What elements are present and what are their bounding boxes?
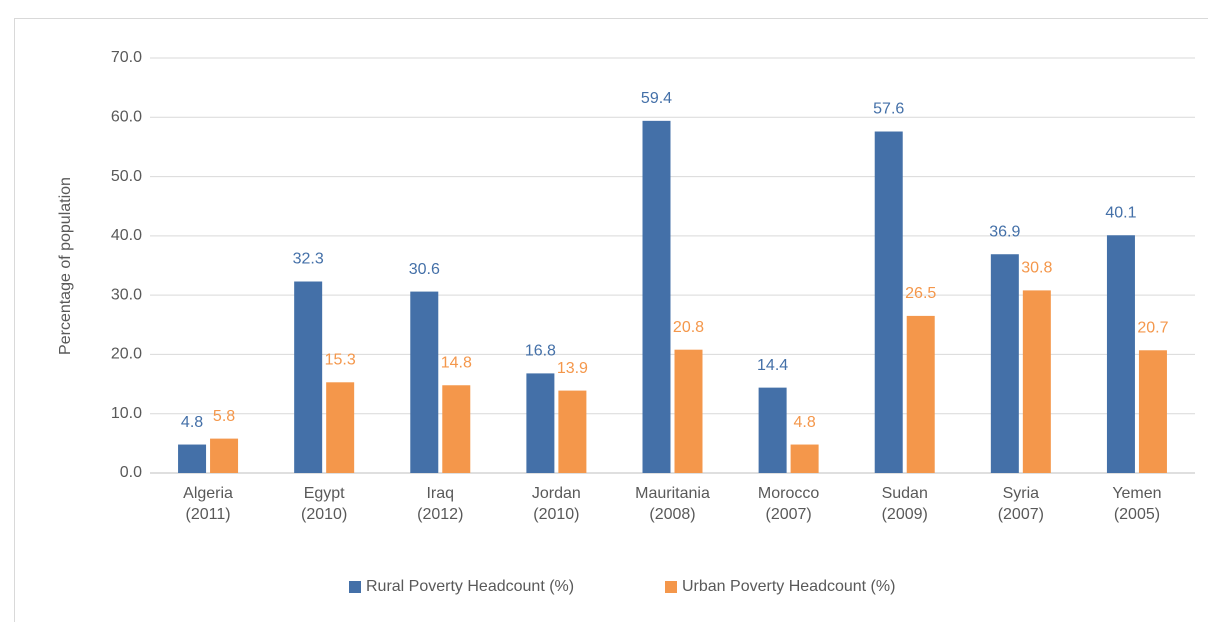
data-label: 15.3 [325, 352, 356, 369]
data-label: 4.8 [793, 414, 815, 431]
data-label: 32.3 [293, 251, 324, 268]
bar [410, 291, 439, 473]
bar [1022, 290, 1051, 473]
data-label: 20.7 [1137, 319, 1168, 336]
y-axis-label: Percentage of population [57, 177, 74, 355]
legend-label: Urban Poverty Headcount (%) [682, 578, 895, 595]
data-label: 5.8 [213, 408, 235, 425]
bar [990, 254, 1019, 473]
bar [790, 444, 819, 473]
bar [294, 281, 323, 473]
x-tick-label: Mauritania (2008) [635, 485, 710, 523]
x-tick-label: Egypt (2010) [301, 485, 348, 523]
data-label: 4.8 [181, 414, 203, 431]
data-label: 40.1 [1105, 204, 1136, 221]
bar [874, 131, 903, 473]
bar [210, 438, 239, 473]
data-label: 30.6 [409, 261, 440, 278]
data-label: 14.8 [441, 354, 472, 371]
x-tick-label: Iraq (2012) [417, 485, 464, 523]
data-label: 26.5 [905, 285, 936, 302]
bar [442, 385, 471, 473]
data-label: 36.9 [989, 223, 1020, 240]
data-label: 30.8 [1021, 260, 1052, 277]
x-tick-label: Jordan (2010) [531, 485, 581, 523]
data-label: 59.4 [641, 90, 672, 107]
bar [1138, 350, 1167, 473]
y-tick-label: 40.0 [111, 227, 142, 244]
y-tick-label: 30.0 [111, 286, 142, 303]
y-tick-label: 70.0 [111, 49, 142, 66]
y-tick-label: 20.0 [111, 346, 142, 363]
bar [326, 382, 355, 473]
legend-label: Rural Poverty Headcount (%) [366, 578, 574, 595]
chart-frame [14, 18, 1208, 622]
legend-swatch [349, 581, 361, 593]
x-tick-label: Algeria (2011) [183, 485, 233, 523]
data-label: 14.4 [757, 357, 788, 374]
bar [178, 444, 207, 473]
x-tick-label: Sudan (2009) [881, 485, 928, 523]
x-tick-label: Yemen (2005) [1112, 485, 1162, 523]
bar [1106, 235, 1135, 473]
bar [758, 387, 787, 473]
x-tick-label: Morocco (2007) [757, 485, 820, 523]
bar [906, 315, 935, 473]
bar [642, 120, 671, 473]
bar [526, 373, 555, 473]
y-tick-label: 50.0 [111, 168, 142, 185]
data-label: 20.8 [673, 319, 704, 336]
bar [674, 349, 703, 473]
legend-swatch [665, 581, 677, 593]
y-tick-label: 0.0 [120, 464, 142, 481]
x-tick-label: Syria (2007) [997, 485, 1044, 523]
data-label: 57.6 [873, 101, 904, 118]
data-label: 13.9 [557, 360, 588, 377]
y-tick-label: 10.0 [111, 405, 142, 422]
y-tick-label: 60.0 [111, 109, 142, 126]
data-label: 16.8 [525, 343, 556, 360]
bar [558, 390, 587, 473]
